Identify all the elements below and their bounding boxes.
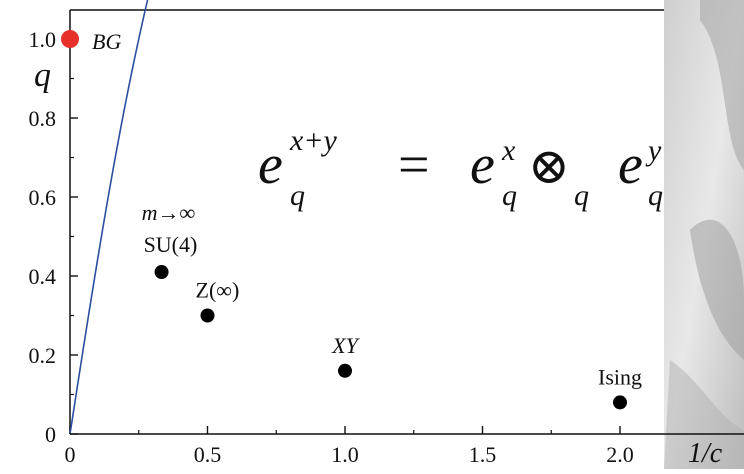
y-tick-label: 0.2 [29, 343, 57, 368]
data-point-bg [61, 30, 79, 48]
eq-op: ⊗ [528, 138, 570, 194]
data-point-su4 [154, 265, 169, 280]
x-tick-label: 0 [65, 442, 76, 467]
y-axis-label: q [34, 57, 51, 94]
eq-rhs1-base: e [470, 134, 495, 196]
y-tick-label: 0.8 [29, 106, 57, 131]
data-point-label: BG [92, 29, 121, 54]
y-tick-label: 0 [45, 422, 56, 447]
x-tick-label: 1.0 [331, 442, 359, 467]
y-tick-label: 0.6 [29, 185, 57, 210]
eq-lhs-sup: x+y [289, 124, 338, 157]
axes [69, 9, 744, 435]
data-point-xy [338, 363, 352, 378]
data-point-annotation: m→∞ [142, 200, 196, 225]
eq-rhs2-sup: y [645, 134, 662, 167]
eq-lhs-base: e [258, 134, 283, 196]
equation: e x+y q = e x q ⊗ q e y q [258, 124, 663, 212]
x-tick-label: 2.0 [606, 442, 634, 467]
background-photo [664, 0, 744, 469]
eq-lhs-sub: q [290, 179, 305, 212]
data-point-label: XY [331, 333, 360, 358]
data-point-label: Z(∞) [196, 278, 240, 303]
x-tick-label: 0.5 [194, 442, 222, 467]
eq-rhs2-sub: q [648, 179, 663, 212]
eq-rhs1-sub: q [502, 179, 517, 212]
eq-op-sub: q [574, 179, 589, 212]
data-point-label: Ising [598, 364, 642, 389]
x-tick-label: 1.5 [469, 442, 497, 467]
eq-rhs1-sup: x [501, 134, 516, 167]
tick-labels: 0 0.5 1.0 1.5 2.0 0 0.2 0.4 0.6 0.8 1.0 [29, 27, 634, 467]
y-tick-label: 0.4 [29, 264, 57, 289]
y-tick-label: 1.0 [29, 27, 57, 52]
ticks [69, 38, 621, 435]
eq-rhs2-base: e [618, 134, 643, 196]
data-point-ising [613, 395, 627, 410]
data-point-z [200, 308, 215, 323]
data-points [61, 30, 627, 410]
eq-equals: = [398, 134, 430, 196]
data-point-label: SU(4) [144, 232, 198, 257]
data-point-labels: BG SU(4) m→∞ Z(∞) XY Ising [92, 29, 642, 389]
x-axis-label: 1/c [688, 438, 723, 469]
